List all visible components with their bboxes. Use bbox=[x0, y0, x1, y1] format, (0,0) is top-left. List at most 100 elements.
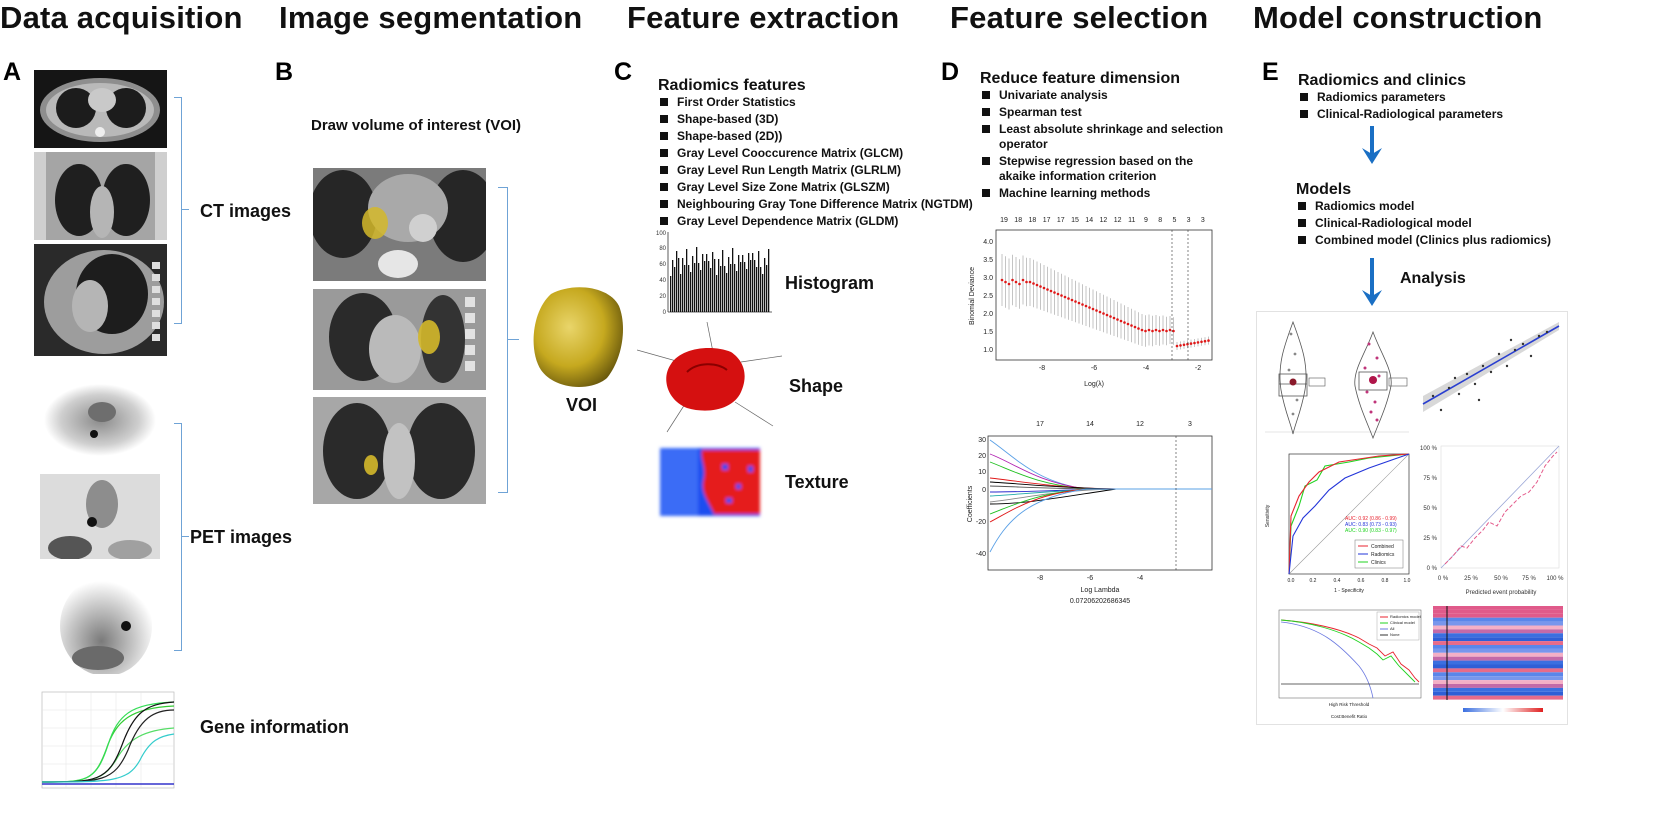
cv-xtick: -4 bbox=[1143, 365, 1149, 372]
cv-topcount: 14 bbox=[1085, 217, 1093, 224]
histogram-bar bbox=[712, 252, 714, 312]
cv-point bbox=[1095, 309, 1098, 312]
cv-topcount: 19 bbox=[1000, 217, 1008, 224]
hist-tick: 100 bbox=[656, 231, 667, 237]
cv-topcount: 12 bbox=[1100, 217, 1108, 224]
heatmap-row bbox=[1433, 617, 1563, 622]
coef-topcount: 3 bbox=[1188, 421, 1192, 428]
roc-xlabel: 1 - Specificity bbox=[1334, 588, 1364, 594]
cv-point bbox=[1165, 329, 1168, 333]
coef-ylabel: Coefficients bbox=[967, 485, 974, 522]
panel-letter-d: D bbox=[941, 58, 960, 86]
histogram-bar bbox=[706, 254, 708, 312]
hist-tick: 60 bbox=[659, 262, 666, 268]
cv-topcount: 15 bbox=[1071, 217, 1079, 224]
roc-xtick: 0.0 bbox=[1288, 578, 1295, 584]
shape-3d-thumbnail bbox=[636, 321, 783, 434]
stage-title-image-segmentation: Image segmentation bbox=[279, 0, 583, 35]
cv-point bbox=[1060, 294, 1063, 297]
cv-point bbox=[1179, 344, 1182, 347]
histogram-bar bbox=[710, 268, 712, 312]
method-item: Stepwise regression based on the akaike … bbox=[980, 154, 1230, 184]
histogram-label: Histogram bbox=[785, 273, 875, 293]
cv-topcount: 17 bbox=[1057, 217, 1065, 224]
cv-point bbox=[1039, 285, 1042, 288]
cv-point bbox=[1186, 342, 1189, 346]
histogram-bar bbox=[674, 267, 676, 312]
cv-point bbox=[1056, 292, 1060, 296]
violin-plot bbox=[1265, 320, 1409, 440]
heatmap-row bbox=[1433, 695, 1563, 700]
heatmap-row bbox=[1433, 648, 1563, 653]
correlation-scatter-plot bbox=[1419, 314, 1565, 446]
ct-sagittal-image bbox=[34, 244, 167, 356]
histogram-bar bbox=[696, 247, 698, 312]
method-item: Spearman test bbox=[980, 105, 1230, 120]
reduce-dimension-heading: Reduce feature dimension bbox=[980, 70, 1181, 87]
roc-xtick: 0.4 bbox=[1334, 578, 1341, 584]
cv-point bbox=[1207, 339, 1210, 342]
histogram-bar bbox=[690, 272, 692, 312]
histogram-bar bbox=[682, 258, 684, 312]
coef-topcount: 12 bbox=[1136, 421, 1144, 428]
cv-point bbox=[1200, 340, 1203, 344]
histogram-bar bbox=[688, 265, 690, 312]
voi-label: VOI bbox=[566, 395, 598, 415]
lasso-cv-plot: 19 18 18 17 17 15 14 12 12 11 9 8 5 3 3 4.0 3.5 3.0 2.… bbox=[966, 206, 1218, 396]
feature-item: Shape-based (2D)) bbox=[658, 129, 978, 144]
histogram-bar bbox=[754, 260, 756, 312]
roc-xtick: 0.8 bbox=[1382, 578, 1389, 584]
histogram-bar bbox=[718, 259, 720, 312]
cv-point bbox=[1151, 329, 1154, 333]
analysis-figure: AUC: 0.92 (0.86 - 0.99) AUC: 0.83 (0.73 … bbox=[1256, 311, 1568, 725]
ct-images-label: CT images bbox=[200, 201, 292, 221]
cv-ytick: 1.5 bbox=[983, 329, 993, 336]
cv-point bbox=[1070, 298, 1074, 302]
feature-item: Gray Level Cooccurence Matrix (GLCM) bbox=[658, 146, 978, 161]
dca-legend-item: None bbox=[1390, 632, 1400, 637]
dca-legend-item: All bbox=[1390, 626, 1395, 631]
histogram-bar bbox=[764, 258, 766, 312]
method-item: Univariate analysis bbox=[980, 88, 1230, 103]
stage-title-feature-extraction: Feature extraction bbox=[627, 0, 900, 35]
cv-point bbox=[1144, 329, 1147, 333]
cv-point bbox=[1014, 280, 1018, 284]
calibration-ytick: 25 % bbox=[1423, 536, 1437, 542]
histogram-bar bbox=[738, 255, 740, 312]
roc-auc-combined: AUC: 0.92 (0.86 - 0.99) bbox=[1345, 516, 1397, 522]
histogram-bar bbox=[724, 266, 726, 312]
roc-legend-item: Clinics bbox=[1371, 560, 1386, 566]
cv-ytick: 1.0 bbox=[983, 347, 993, 354]
cv-topcount: 3 bbox=[1187, 217, 1191, 224]
segmentation-bracket-tick bbox=[507, 339, 519, 340]
histogram-bar bbox=[684, 265, 686, 312]
cv-point bbox=[1140, 328, 1144, 332]
lambda-value: 0.07206202686345 bbox=[1070, 598, 1130, 605]
cv-topcount: 17 bbox=[1043, 217, 1051, 224]
radiomics-clinics-heading: Radiomics and clinics bbox=[1298, 72, 1467, 89]
segmentation-coronal-image bbox=[313, 397, 486, 504]
calibration-plot: 0 % 25 % 50 % 75 % 100 % 0 % 25 % 50 % 7… bbox=[1420, 445, 1564, 596]
pet-axial-image bbox=[40, 378, 158, 460]
texture-map-thumbnail bbox=[656, 444, 764, 520]
segmentation-bracket bbox=[498, 187, 508, 493]
cv-topcount: 9 bbox=[1144, 217, 1148, 224]
histogram-bar bbox=[678, 258, 680, 312]
pet-coronal-image bbox=[40, 474, 160, 559]
heatmap-row bbox=[1433, 691, 1563, 696]
cv-point bbox=[1035, 283, 1039, 287]
histogram-bar bbox=[762, 274, 764, 312]
model-item: Radiomics model bbox=[1296, 199, 1566, 214]
cv-point bbox=[1109, 315, 1112, 318]
heatmap-row bbox=[1433, 613, 1563, 618]
heatmap-row bbox=[1433, 656, 1563, 661]
cv-topcount: 12 bbox=[1114, 217, 1122, 224]
voi-heading: Draw volume of interest (VOI) bbox=[311, 117, 522, 134]
calibration-xlabel: Predicted event probability bbox=[1466, 590, 1537, 596]
cv-point bbox=[1046, 288, 1049, 291]
histogram-bar bbox=[708, 261, 710, 312]
cv-point bbox=[1123, 321, 1126, 324]
cv-point bbox=[1067, 297, 1070, 300]
gene-amplification-plot bbox=[36, 690, 176, 792]
cv-point bbox=[1137, 327, 1140, 330]
